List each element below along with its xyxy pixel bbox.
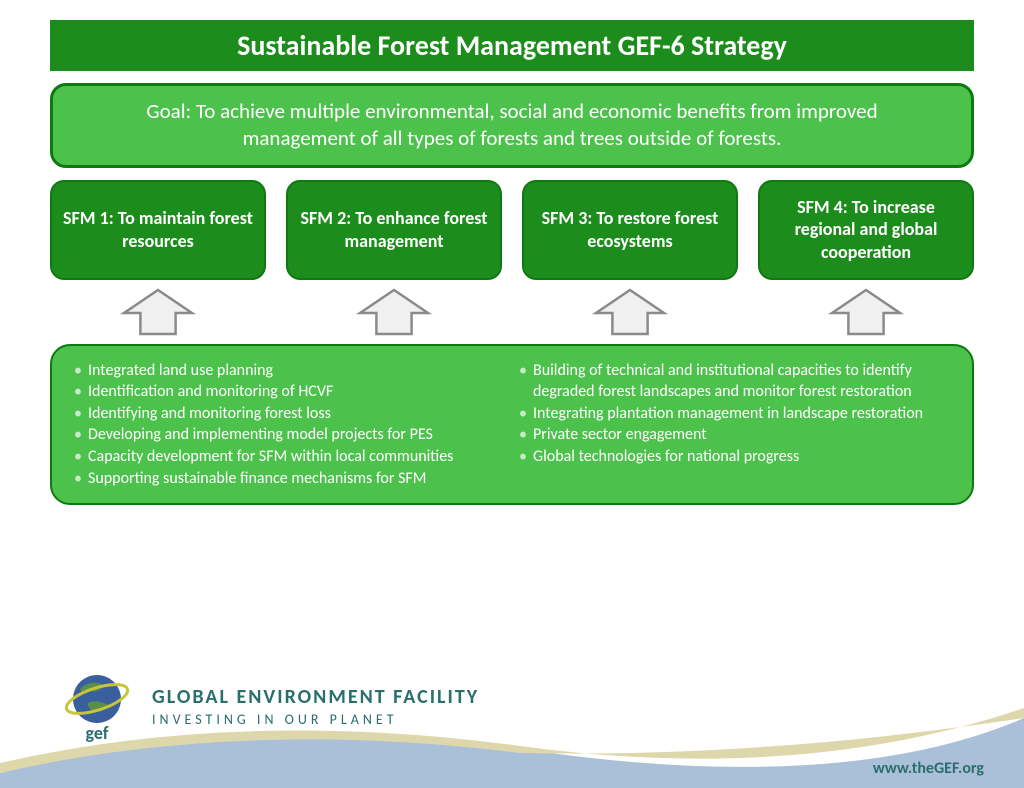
up-arrow-icon: [118, 288, 198, 338]
brand-text: GLOBAL ENVIRONMENT FACILITY INVESTING IN…: [152, 685, 479, 728]
sfm-label: SFM 2: To enhance forest management: [298, 207, 490, 252]
sfm-box-1: SFM 1: To maintain forest resources: [50, 180, 266, 280]
brand-line1: GLOBAL ENVIRONMENT FACILITY: [152, 685, 479, 709]
details-left: Integrated land use planningIdentificati…: [72, 360, 507, 490]
goal-text: Goal: To achieve multiple environmental,…: [146, 98, 877, 151]
arrow-1: [50, 288, 266, 338]
list-item: Building of technical and institutional …: [517, 360, 952, 403]
list-item: Global technologies for national progres…: [517, 446, 952, 468]
details-right: Building of technical and institutional …: [517, 360, 952, 490]
up-arrow-icon: [826, 288, 906, 338]
list-item: Identification and monitoring of HCVF: [72, 381, 507, 403]
sfm-label: SFM 1: To maintain forest resources: [62, 207, 254, 252]
sfm-box-3: SFM 3: To restore forest ecosystems: [522, 180, 738, 280]
title-text: Sustainable Forest Management GEF-6 Stra…: [237, 28, 787, 63]
list-item: Private sector engagement: [517, 424, 952, 446]
sfm-label: SFM 3: To restore forest ecosystems: [534, 207, 726, 252]
sfm-box-2: SFM 2: To enhance forest management: [286, 180, 502, 280]
gef-logo-icon: gef: [60, 669, 134, 743]
arrow-2: [286, 288, 502, 338]
details-right-list: Building of technical and institutional …: [517, 360, 952, 468]
brand-line2: INVESTING IN OUR PLANET: [152, 711, 479, 728]
list-item: Identifying and monitoring forest loss: [72, 403, 507, 425]
sfm-row: SFM 1: To maintain forest resources SFM …: [50, 180, 974, 280]
arrow-3: [522, 288, 738, 338]
details-left-list: Integrated land use planningIdentificati…: [72, 360, 507, 490]
page-title: Sustainable Forest Management GEF-6 Stra…: [50, 20, 974, 71]
up-arrow-icon: [354, 288, 434, 338]
list-item: Supporting sustainable finance mechanism…: [72, 468, 507, 490]
goal-box: Goal: To achieve multiple environmental,…: [50, 83, 974, 168]
list-item: Integrated land use planning: [72, 360, 507, 382]
brand-block: gef GLOBAL ENVIRONMENT FACILITY INVESTIN…: [60, 669, 479, 743]
details-box: Integrated land use planningIdentificati…: [50, 344, 974, 506]
footer: gef GLOBAL ENVIRONMENT FACILITY INVESTIN…: [0, 658, 1024, 788]
globe-ocean: [73, 675, 121, 723]
arrow-4: [758, 288, 974, 338]
sfm-label: SFM 4: To increase regional and global c…: [770, 196, 962, 264]
up-arrow-icon: [590, 288, 670, 338]
list-item: Developing and implementing model projec…: [72, 424, 507, 446]
list-item: Capacity development for SFM within loca…: [72, 446, 507, 468]
list-item: Integrating plantation management in lan…: [517, 403, 952, 425]
footer-url: www.theGEF.org: [873, 759, 984, 778]
arrow-row: [50, 288, 974, 338]
gef-acronym: gef: [86, 722, 109, 743]
sfm-box-4: SFM 4: To increase regional and global c…: [758, 180, 974, 280]
